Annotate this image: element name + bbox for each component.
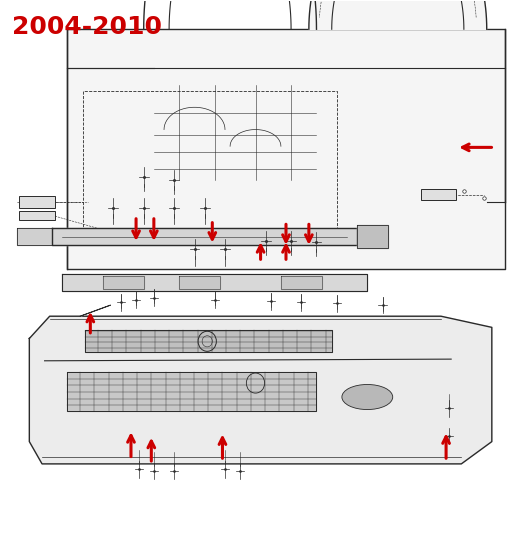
Polygon shape bbox=[17, 228, 52, 245]
Polygon shape bbox=[67, 372, 316, 411]
Polygon shape bbox=[281, 276, 321, 290]
Bar bbox=[421, 189, 456, 200]
Text: 2004-2010: 2004-2010 bbox=[12, 15, 161, 39]
Ellipse shape bbox=[342, 385, 393, 409]
Polygon shape bbox=[67, 29, 504, 269]
Polygon shape bbox=[80, 305, 111, 316]
Bar bbox=[19, 211, 55, 220]
Bar bbox=[83, 91, 337, 241]
Polygon shape bbox=[179, 276, 220, 290]
Polygon shape bbox=[29, 316, 492, 464]
Polygon shape bbox=[52, 228, 357, 245]
Polygon shape bbox=[357, 225, 388, 248]
Polygon shape bbox=[62, 274, 367, 291]
Polygon shape bbox=[103, 276, 144, 290]
Polygon shape bbox=[85, 330, 332, 352]
Bar bbox=[19, 196, 55, 208]
Polygon shape bbox=[309, 0, 487, 29]
